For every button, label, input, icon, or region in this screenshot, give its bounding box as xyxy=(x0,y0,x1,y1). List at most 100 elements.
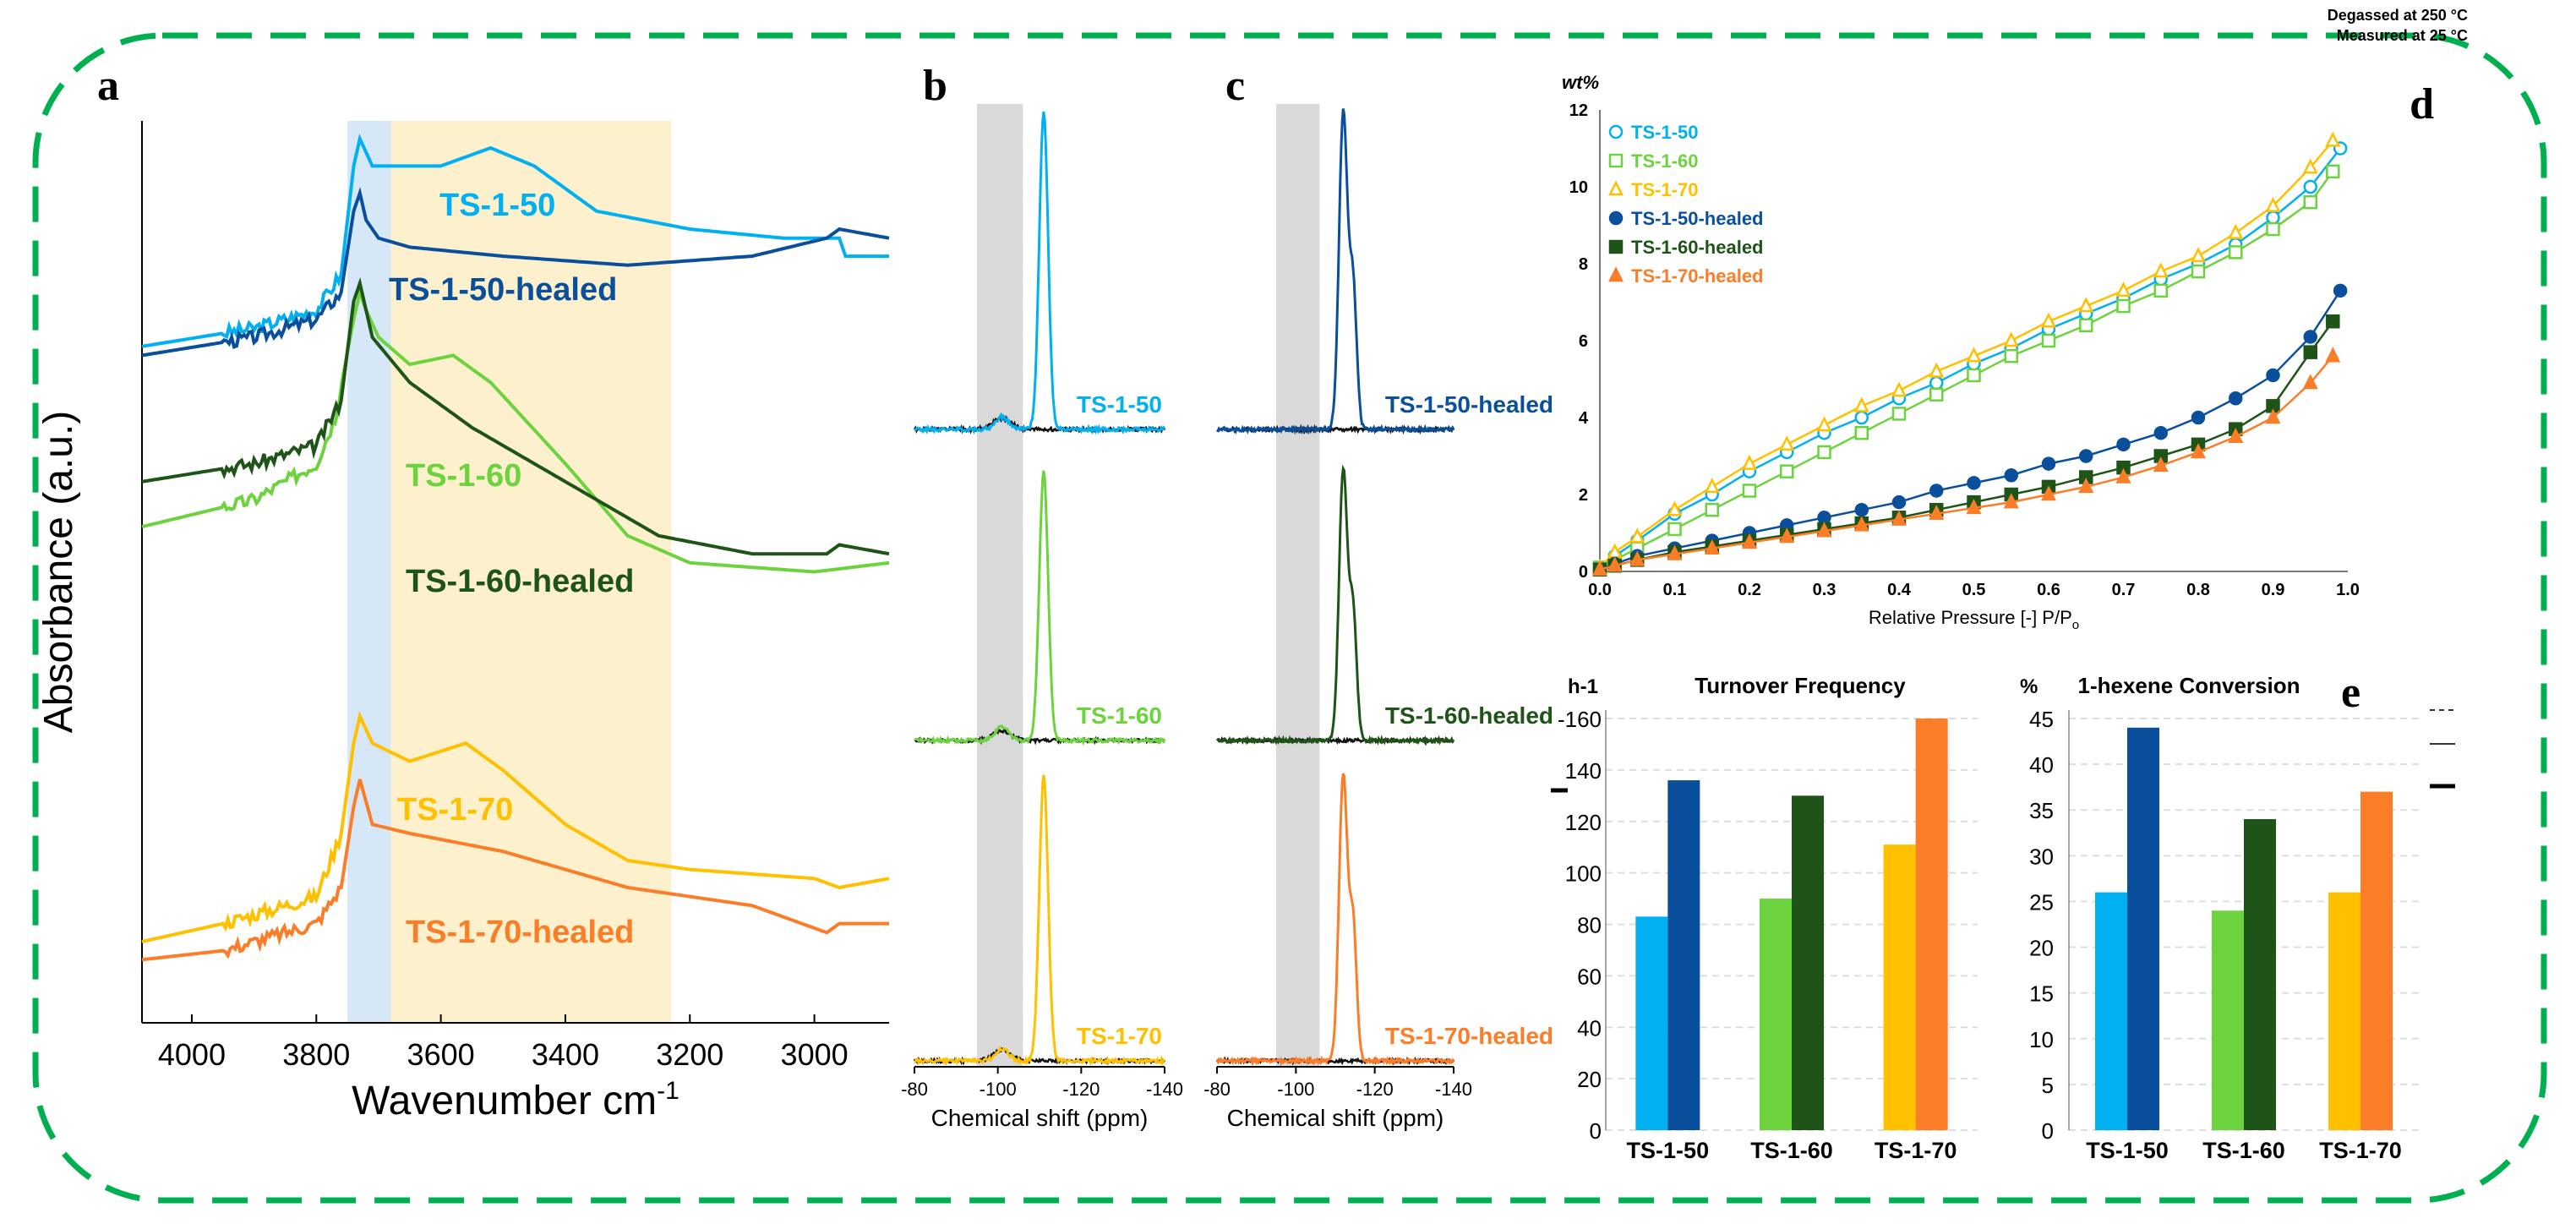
data-point-ts-1-70 xyxy=(1667,500,1683,516)
legend-marker-ts-1-60-healed xyxy=(1608,239,1624,254)
isotherm-line-ts-1-70 xyxy=(1599,139,2334,569)
data-point-ts-1-70 xyxy=(2040,312,2057,328)
panel-label-d: d xyxy=(2410,80,2434,128)
x-tick-label: 3200 xyxy=(656,1037,723,1072)
data-point-ts-1-70-healed xyxy=(2078,478,2094,494)
data-point-ts-1-70 xyxy=(1816,416,1832,432)
data-point-ts-1-70 xyxy=(2153,262,2169,278)
x-tick-label: -120 xyxy=(1062,1079,1100,1100)
spectrum-ts-1-60-healed xyxy=(1215,464,1455,746)
spectrum-ts-1-60 xyxy=(914,470,1166,746)
y-tick-label: 100 xyxy=(1565,861,1602,887)
bar-ts-1-50-parent xyxy=(2095,892,2127,1130)
series-label-ts-1-70: TS-1-70 xyxy=(397,792,513,828)
note-degassed: Degassed at 250 °C xyxy=(2328,7,2468,24)
x-tick-label: -100 xyxy=(980,1079,1017,1100)
y-tick-label: 0 xyxy=(1590,1118,1602,1144)
data-point-ts-1-70-healed xyxy=(2190,443,2207,459)
bar-ts-1-50-healed xyxy=(1667,780,1700,1130)
series-label-ts-1-50-healed: TS-1-50-healed xyxy=(389,272,617,308)
data-point-ts-1-50 xyxy=(1929,375,1944,391)
x-tick-label: -140 xyxy=(1146,1079,1183,1100)
band-band_blue xyxy=(347,121,391,1023)
y-tick-label: 30 xyxy=(2029,844,2054,869)
y-tick-label: 80 xyxy=(1577,913,1602,938)
data-point-ts-1-60 xyxy=(1705,502,1719,517)
x-tick-label: 4000 xyxy=(158,1037,226,1072)
data-point-ts-1-70 xyxy=(2325,131,2341,147)
y-tick-label: 25 xyxy=(2029,889,2054,915)
data-point-ts-1-60 xyxy=(2229,245,2243,260)
data-point-ts-1-50-healed xyxy=(1854,502,1869,517)
data-point-ts-1-60-healed xyxy=(2326,314,2340,329)
series-label-ts-1-60: TS-1-60 xyxy=(1077,702,1162,729)
legend-label-ts-1-70-healed: TS-1-70-healed xyxy=(1631,265,1764,287)
y-tick-label: 0 xyxy=(2042,1118,2054,1144)
data-point-ts-1-70 xyxy=(2302,158,2318,174)
y-tick-label: 2 xyxy=(1579,486,1588,505)
series-line-ts-1-60 xyxy=(141,286,890,574)
data-point-ts-1-70 xyxy=(1629,527,1645,544)
spectrum-ts-1-50-healed xyxy=(1216,108,1455,435)
bar-ts-1-60-parent xyxy=(1760,899,1792,1130)
x-axis-label: Wavenumber cm-1 xyxy=(352,1077,679,1123)
y-tick-label: 140 xyxy=(1565,758,1602,784)
x-tick-label: 0.6 xyxy=(2037,581,2060,599)
series-label-ts-1-60-healed: TS-1-60-healed xyxy=(1385,702,1553,729)
category-label: TS-1-50 xyxy=(1627,1138,1710,1163)
x-tick-label: -140 xyxy=(1435,1079,1472,1100)
isotherm-line-ts-1-50 xyxy=(1599,147,2342,569)
series-label-ts-1-70-healed: TS-1-70-healed xyxy=(1385,1023,1553,1049)
category-label: TS-1-60 xyxy=(2202,1138,2285,1163)
data-point-ts-1-60 xyxy=(2004,348,2018,363)
data-point-ts-1-60 xyxy=(2041,333,2056,348)
isotherm-line-ts-1-50-healed xyxy=(1599,290,2342,571)
isotherm-line-ts-1-60-healed xyxy=(1599,320,2334,571)
data-point-ts-1-60 xyxy=(2191,264,2206,279)
y-tick-label: 40 xyxy=(1577,1015,1602,1041)
y-tick-label: 20 xyxy=(2029,936,2054,961)
legend-label-ts-1-70: TS-1-70 xyxy=(1631,179,1698,200)
data-point-ts-1-50-healed xyxy=(2303,330,2317,344)
series-label-ts-1-70: TS-1-70 xyxy=(1077,1023,1162,1049)
data-point-ts-1-50 xyxy=(1854,410,1869,425)
data-point-ts-1-70-healed xyxy=(2325,347,2341,363)
x-tick-label: 0.1 xyxy=(1663,581,1687,599)
category-label: TS-1-70 xyxy=(1875,1138,1957,1163)
data-point-ts-1-60 xyxy=(1967,368,1981,383)
data-point-ts-1-70 xyxy=(1704,478,1720,494)
data-point-ts-1-70-healed xyxy=(1816,522,1832,538)
data-point-ts-1-60 xyxy=(1742,484,1757,498)
y-axis-label: wt% xyxy=(1562,72,1599,93)
data-point-ts-1-60 xyxy=(1854,425,1869,440)
data-point-ts-1-70-healed xyxy=(1591,560,1608,576)
panel-d-isotherm: 0.0 0.1 0.2 0.3 0.4 0.5 0.6 0.7 0.8 0.9 1.0 0 2 4 6 8 10… xyxy=(1562,7,2468,632)
y-axis-label: Absorbance (a.u.) xyxy=(36,411,81,734)
data-point-ts-1-50-healed xyxy=(2041,456,2056,471)
data-point-ts-1-70-healed xyxy=(1741,533,1758,549)
band-band_yellow xyxy=(390,121,672,1023)
panel-e-hexene-conversion: 0 5 10 15 20 25 30 35 40 45% 1-hexene Conversion TS… xyxy=(1551,669,2455,1163)
panel-e-turnover-frequency: 0 20 40 60 80 100 120 140 -160 h-1 Turnover Freque… xyxy=(1558,673,1978,1163)
y-axis-label: h-1 xyxy=(1568,675,1598,698)
y-tick-label: 20 xyxy=(1577,1067,1602,1092)
data-point-ts-1-70 xyxy=(2228,223,2244,239)
panel-c-nmr-healed: -80 -100 -120 -140 Chemical shift (ppm) c TS-1… xyxy=(1203,62,1553,1131)
data-point-ts-1-70-healed xyxy=(2115,467,2131,484)
bar-ts-1-50-parent xyxy=(1635,916,1668,1130)
data-point-ts-1-70-healed xyxy=(2228,427,2244,443)
spectrum-ts-1-70 xyxy=(914,774,1166,1067)
data-point-ts-1-60 xyxy=(2153,283,2168,298)
series-label-ts-1-60-healed: TS-1-60-healed xyxy=(406,564,634,599)
data-point-ts-1-70-healed xyxy=(1607,556,1623,572)
y-tick-label: 40 xyxy=(2029,752,2054,778)
data-point-ts-1-70-healed xyxy=(2153,456,2169,473)
data-point-ts-1-70 xyxy=(2115,281,2131,298)
series-line-ts-1-70 xyxy=(141,711,890,943)
y-tick-label: 60 xyxy=(1577,964,1602,989)
data-point-ts-1-50-healed xyxy=(2116,437,2131,452)
isotherm-line-ts-1-70-healed xyxy=(1599,355,2334,571)
bar-ts-1-60-healed xyxy=(1792,795,1824,1130)
y-tick-label: 15 xyxy=(2029,981,2054,1007)
